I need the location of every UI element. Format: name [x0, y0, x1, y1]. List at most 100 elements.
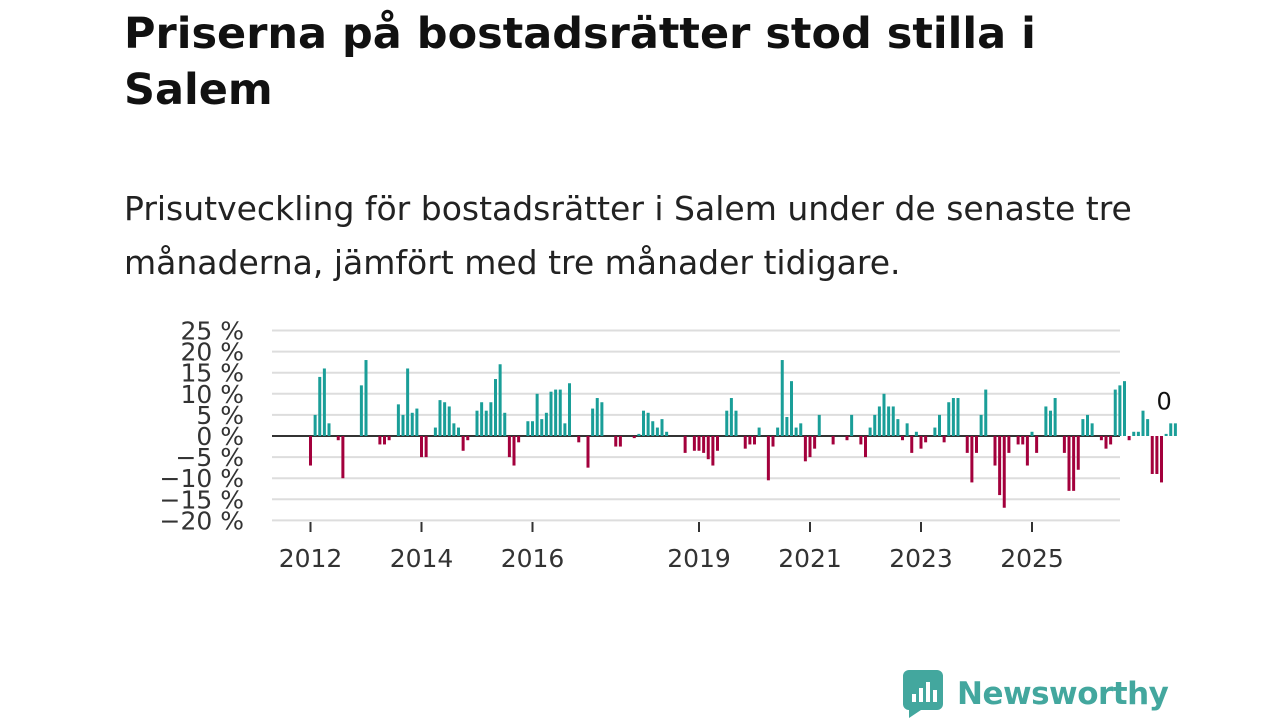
bar	[531, 421, 534, 436]
y-tick-label: 20 %	[180, 338, 244, 367]
bar	[743, 436, 747, 449]
y-tick-label: 10 %	[180, 380, 244, 409]
bar	[780, 360, 784, 436]
bar	[882, 393, 886, 436]
bar	[864, 436, 867, 458]
newsworthy-logo[interactable]: Newsworthy	[903, 668, 1169, 720]
x-tick-label: 2025	[1000, 544, 1064, 573]
bar	[1002, 436, 1006, 508]
bar	[951, 398, 955, 436]
bar	[891, 406, 895, 436]
y-tick-label: 0 %	[196, 422, 244, 451]
bar	[993, 436, 997, 466]
bar	[1132, 431, 1136, 436]
bar	[507, 436, 511, 458]
bar	[544, 412, 548, 436]
bar	[1062, 436, 1066, 453]
bar	[887, 406, 891, 436]
bar	[480, 402, 484, 436]
bar	[1173, 423, 1177, 436]
bar	[1146, 419, 1150, 436]
bar	[642, 410, 645, 436]
bar	[406, 368, 410, 436]
bar	[438, 400, 442, 436]
bar	[341, 436, 345, 479]
bar	[914, 431, 918, 436]
bar	[457, 427, 460, 436]
bar	[998, 436, 1002, 496]
bar	[618, 436, 622, 447]
x-tick-label: 2016	[501, 544, 565, 573]
x-tick-label: 2012	[279, 544, 343, 573]
bar	[447, 406, 451, 436]
bar	[1141, 410, 1145, 436]
bar	[415, 408, 419, 436]
bar	[919, 436, 923, 449]
x-tick-label: 2021	[778, 544, 842, 573]
bar	[901, 436, 904, 441]
y-tick-label: 25 %	[180, 317, 244, 346]
bar	[313, 414, 317, 436]
bar	[637, 433, 641, 436]
x-axis: 2012 2014 2016 2019 2021 2023 2025	[279, 522, 1064, 573]
bar	[563, 423, 567, 436]
bar	[600, 402, 604, 436]
bar	[461, 436, 465, 451]
bar	[1090, 423, 1094, 436]
bar	[785, 417, 789, 436]
bar	[420, 436, 423, 458]
bar	[1049, 410, 1052, 436]
bar	[757, 427, 761, 436]
x-tick-label: 2019	[667, 544, 731, 573]
bar	[766, 436, 770, 481]
bar	[498, 364, 502, 436]
bar	[706, 436, 710, 460]
bar	[859, 436, 863, 445]
bar	[1136, 431, 1140, 436]
last-value-label: 0 %	[1157, 387, 1180, 415]
bar	[683, 436, 687, 453]
bar	[692, 436, 696, 451]
bar	[979, 414, 983, 436]
bar	[540, 419, 544, 436]
bar	[452, 423, 456, 436]
bar	[753, 436, 756, 445]
bar	[1086, 414, 1089, 436]
bar	[877, 406, 881, 436]
bar	[1118, 385, 1122, 436]
bar	[387, 436, 391, 441]
bar	[947, 402, 951, 436]
bar	[771, 436, 775, 447]
bar	[984, 389, 988, 436]
bar	[831, 436, 835, 445]
y-tick-label: −15 %	[160, 485, 244, 514]
y-tick-label: −10 %	[160, 464, 244, 493]
bar	[965, 436, 969, 453]
bar	[401, 414, 405, 436]
bar	[729, 398, 733, 436]
bar	[938, 414, 941, 436]
bar	[424, 436, 428, 458]
bar	[1072, 436, 1076, 491]
bar	[1007, 436, 1011, 453]
bar	[1104, 436, 1108, 449]
bar	[975, 436, 978, 453]
bar	[716, 436, 719, 451]
y-axis: 25 %20 %15 %10 %5 %0 %−5 %−10 %−15 %−20 …	[160, 317, 244, 536]
bar	[808, 436, 812, 458]
bar	[910, 436, 914, 453]
bar	[364, 360, 368, 436]
bar	[905, 423, 909, 436]
bar	[1150, 436, 1154, 474]
chart-annotations: 0 %	[1157, 387, 1180, 415]
bar	[1155, 436, 1159, 474]
bar	[1044, 406, 1048, 436]
bar	[665, 431, 669, 436]
bar	[466, 436, 470, 441]
x-tick-label: 2023	[889, 544, 953, 573]
bar	[776, 427, 780, 436]
bar	[378, 436, 382, 445]
newsworthy-logo-icon	[903, 670, 943, 718]
bar	[1099, 436, 1103, 441]
bar	[660, 419, 664, 436]
